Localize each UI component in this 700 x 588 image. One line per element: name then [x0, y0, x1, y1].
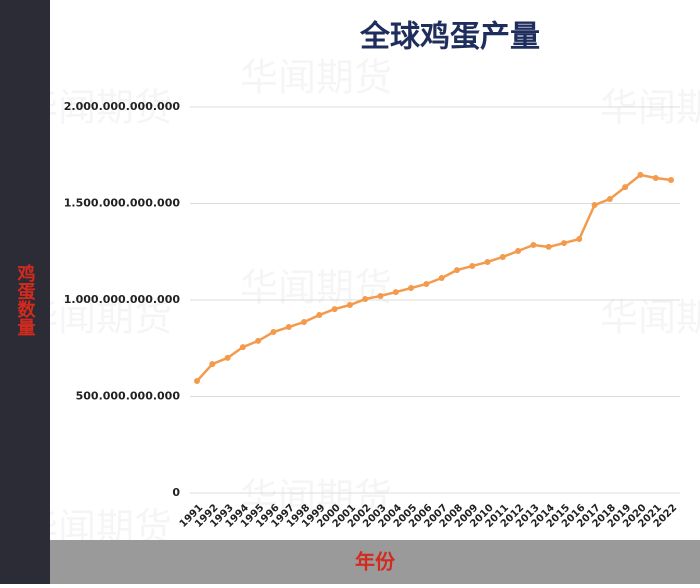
point	[652, 175, 659, 182]
point	[255, 337, 262, 344]
point	[362, 296, 369, 303]
point	[530, 241, 537, 248]
y-tick-label: 2.000.000.000.000	[64, 100, 181, 113]
y-tick-label: 500.000.000.000	[76, 390, 181, 403]
point	[239, 344, 246, 351]
x-axis-label: 年份	[355, 550, 396, 574]
point	[469, 263, 476, 270]
chart-title: 全球鸡蛋产量	[359, 20, 540, 55]
point	[194, 378, 200, 385]
point	[209, 361, 216, 368]
point	[408, 285, 415, 292]
point	[637, 171, 644, 178]
point	[576, 236, 583, 243]
point	[377, 292, 384, 299]
watermark: 华闻期货	[240, 476, 392, 520]
point	[346, 302, 353, 309]
point	[668, 176, 674, 183]
point	[438, 274, 445, 281]
point	[591, 202, 598, 209]
point	[285, 324, 292, 331]
point	[270, 329, 277, 336]
point	[423, 280, 430, 287]
watermark: 华闻期货	[600, 296, 700, 340]
point	[560, 240, 567, 247]
point	[453, 267, 460, 274]
point	[545, 243, 552, 250]
bottom-band	[50, 540, 700, 584]
point	[224, 354, 231, 361]
y-axis-label: 鸡蛋数量	[15, 263, 37, 336]
point	[301, 319, 308, 326]
watermark: 华闻期货	[240, 266, 392, 310]
point	[499, 253, 506, 260]
y-tick-label: 1.000.000.000.000	[64, 293, 181, 306]
point	[606, 196, 613, 203]
point	[484, 258, 491, 265]
point	[331, 306, 338, 313]
watermark: 华闻期货	[240, 56, 392, 100]
point	[622, 184, 629, 191]
point	[392, 289, 399, 296]
y-tick-label: 0	[172, 486, 180, 499]
point	[515, 247, 522, 254]
point	[316, 312, 323, 319]
left-band	[0, 0, 50, 584]
y-tick-label: 1.500.000.000.000	[64, 197, 181, 210]
